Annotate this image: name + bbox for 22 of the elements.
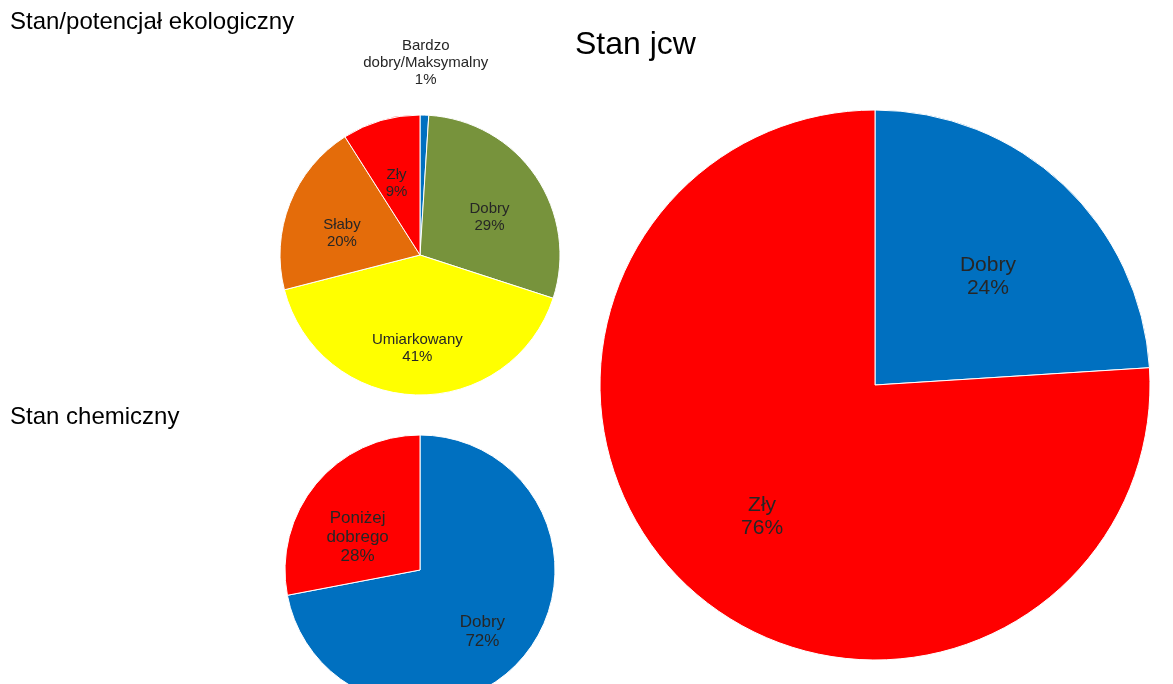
pie-slice	[599, 109, 1150, 661]
chart-title: Stan chemiczny	[10, 402, 180, 429]
slice-label: Zły	[748, 492, 777, 516]
data-label: 76%	[741, 515, 784, 539]
data-label: 41%	[402, 346, 433, 364]
slice-label: Dobry	[459, 611, 506, 631]
data-label: 24%	[966, 274, 1009, 298]
slice-label: Bardzo dobry/Maksymalny	[363, 36, 489, 71]
slice-label: Zły	[386, 165, 408, 183]
data-label: 72%	[465, 630, 500, 650]
data-label: 29%	[474, 215, 505, 233]
slice-label: Słaby	[323, 215, 362, 233]
slice-label: Umiarkowany	[371, 329, 464, 347]
data-label: 20%	[326, 232, 357, 250]
slice-label: Poniżej dobrego	[326, 508, 389, 547]
chart-title: Stan jcw	[575, 25, 697, 61]
data-label: 9%	[385, 182, 408, 200]
data-label: 28%	[340, 546, 375, 566]
data-label: 1%	[414, 70, 437, 88]
slice-label: Dobry	[469, 198, 510, 216]
chart-title: Stan/potencjał ekologiczny	[10, 7, 295, 35]
slice-label: Dobry	[959, 251, 1017, 275]
